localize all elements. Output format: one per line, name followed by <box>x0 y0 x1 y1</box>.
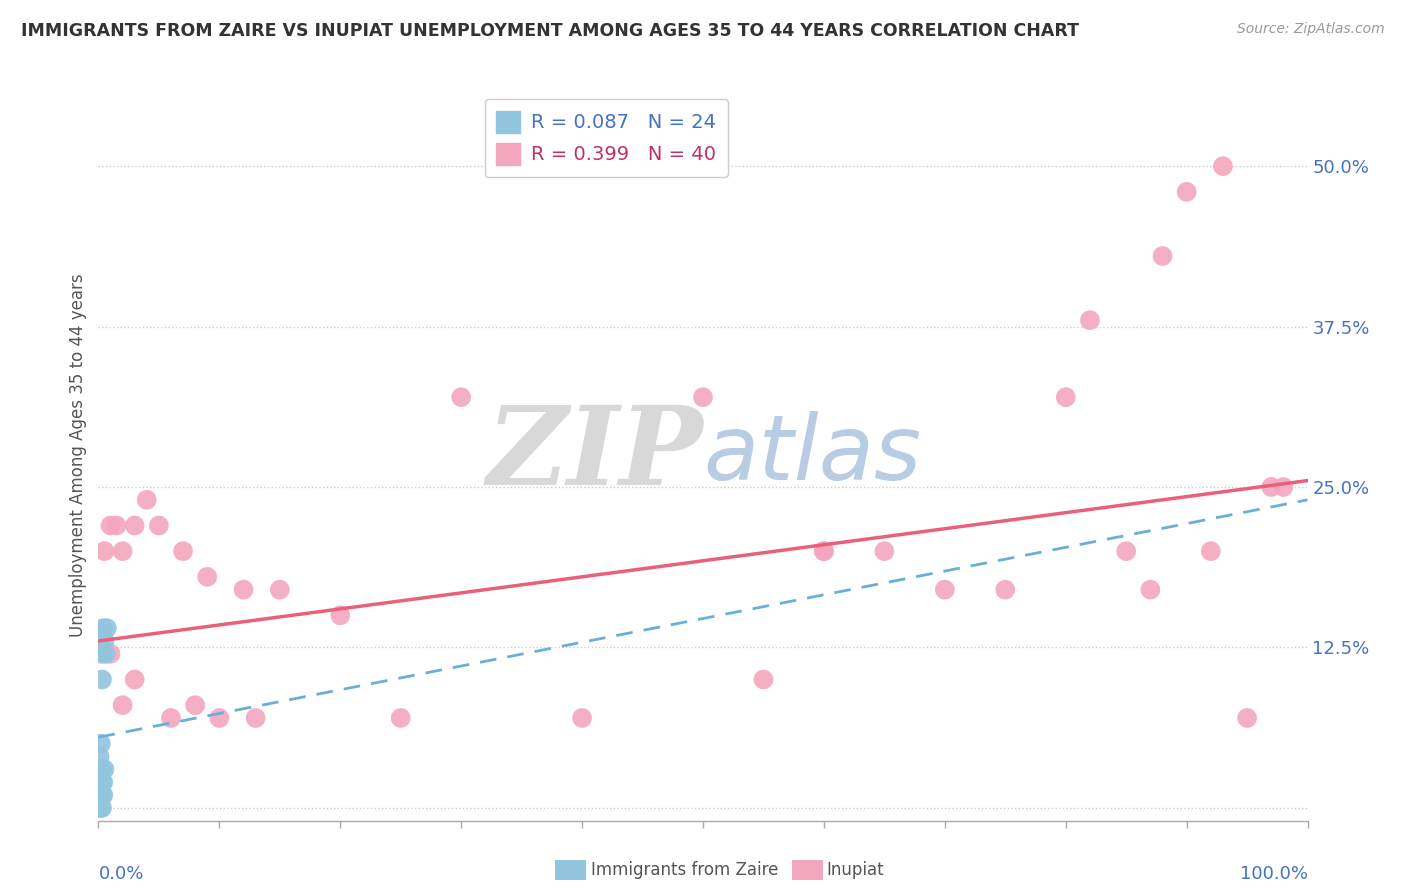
Point <box>90 634 112 648</box>
Text: Immigrants from Zaire: Immigrants from Zaire <box>591 861 778 879</box>
Point <box>111 698 134 713</box>
Point <box>450 390 472 404</box>
Point <box>91 788 114 802</box>
Point <box>91 775 114 789</box>
Text: atlas: atlas <box>703 411 921 499</box>
Point <box>100 518 122 533</box>
Point <box>89 801 111 815</box>
Point <box>135 492 157 507</box>
Point <box>813 544 835 558</box>
Point <box>93 634 115 648</box>
Point <box>91 673 114 687</box>
Point <box>195 570 218 584</box>
Point <box>1260 480 1282 494</box>
Text: Inupiat: Inupiat <box>827 861 884 879</box>
Point <box>124 518 146 533</box>
Point <box>89 762 111 776</box>
Y-axis label: Unemployment Among Ages 35 to 44 years: Unemployment Among Ages 35 to 44 years <box>69 273 87 637</box>
Point <box>111 544 134 558</box>
Point <box>90 737 112 751</box>
Text: Source: ZipAtlas.com: Source: ZipAtlas.com <box>1237 22 1385 37</box>
Point <box>1115 544 1137 558</box>
Point <box>873 544 896 558</box>
Point <box>1236 711 1258 725</box>
Point <box>96 621 118 635</box>
Point <box>389 711 412 725</box>
Text: ZIP: ZIP <box>486 401 703 508</box>
Text: IMMIGRANTS FROM ZAIRE VS INUPIAT UNEMPLOYMENT AMONG AGES 35 TO 44 YEARS CORRELAT: IMMIGRANTS FROM ZAIRE VS INUPIAT UNEMPLO… <box>21 22 1078 40</box>
Point <box>89 775 111 789</box>
Point <box>90 762 112 776</box>
Point <box>1152 249 1174 263</box>
Point <box>692 390 714 404</box>
Point <box>752 673 775 687</box>
Point <box>93 762 115 776</box>
Legend: R = 0.087   N = 24, R = 0.399   N = 40: R = 0.087 N = 24, R = 0.399 N = 40 <box>485 99 728 177</box>
Point <box>1139 582 1161 597</box>
Point <box>813 544 835 558</box>
Point <box>329 608 352 623</box>
Point <box>1175 185 1198 199</box>
Point <box>91 762 114 776</box>
Point <box>1199 544 1222 558</box>
Point <box>124 673 146 687</box>
Point <box>91 621 114 635</box>
Point <box>184 698 207 713</box>
Point <box>1078 313 1101 327</box>
Point <box>208 711 231 725</box>
Point <box>91 801 114 815</box>
Point <box>90 788 112 802</box>
Point <box>934 582 956 597</box>
Point <box>269 582 291 597</box>
Point <box>100 647 122 661</box>
Point <box>148 518 170 533</box>
Point <box>245 711 267 725</box>
Point <box>160 711 183 725</box>
Point <box>91 788 114 802</box>
Text: 0.0%: 0.0% <box>98 864 143 882</box>
Point <box>91 647 114 661</box>
Point <box>994 582 1017 597</box>
Point <box>89 788 111 802</box>
Point <box>1212 159 1234 173</box>
Point <box>93 544 115 558</box>
Point <box>89 749 111 764</box>
Point <box>90 775 112 789</box>
Point <box>90 801 112 815</box>
Point <box>571 711 593 725</box>
Point <box>172 544 194 558</box>
Point <box>105 518 128 533</box>
Point <box>1054 390 1077 404</box>
Point <box>94 647 117 661</box>
Point <box>91 775 114 789</box>
Text: 100.0%: 100.0% <box>1240 864 1308 882</box>
Point <box>232 582 254 597</box>
Point <box>1272 480 1295 494</box>
